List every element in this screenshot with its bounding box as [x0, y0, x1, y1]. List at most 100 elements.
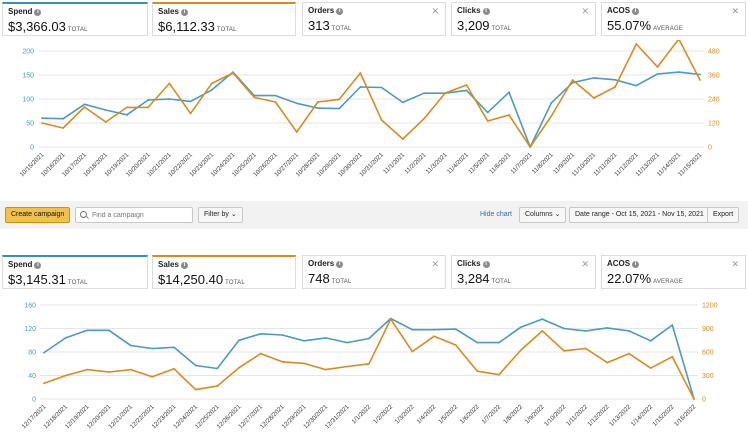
data-point-sales: [584, 347, 587, 350]
data-point-sales: [86, 368, 89, 371]
data-point-sales: [508, 114, 510, 116]
metric-card-acos[interactable]: ACOS i 22.07% AVERAGE ✕: [601, 255, 746, 289]
data-point-sales: [129, 368, 132, 371]
data-point-spend: [401, 101, 404, 104]
data-point-spend: [259, 332, 262, 335]
x-tick-label: 11/2/2021: [403, 151, 427, 175]
data-point-sales: [423, 117, 425, 120]
data-point-sales: [649, 367, 652, 369]
search-input[interactable]: [75, 207, 193, 223]
info-icon[interactable]: i: [482, 8, 490, 15]
data-point-spend: [43, 351, 45, 354]
metric-card-spend[interactable]: Spend i $3,145.31 TOTAL: [2, 255, 148, 289]
metric-card-clicks[interactable]: Clicks i 3,284 TOTAL ✕: [451, 255, 596, 289]
close-icon[interactable]: ✕: [731, 6, 739, 16]
metrics-row-top: Spend i $3,366.03 TOTAL Sales i $6,112.33 TO…: [0, 2, 748, 38]
data-point-sales: [151, 375, 154, 378]
data-point-sales: [693, 398, 695, 400]
close-icon[interactable]: ✕: [431, 6, 439, 16]
x-tick-label: 1/8/2022: [502, 403, 524, 425]
info-icon[interactable]: i: [482, 261, 490, 268]
data-point-spend: [541, 318, 544, 320]
info-icon[interactable]: i: [336, 261, 344, 268]
data-point-sales: [259, 352, 262, 355]
data-point-spend: [210, 89, 213, 91]
data-point-sales: [656, 66, 659, 68]
x-tick-label: 1/7/2022: [480, 403, 502, 425]
data-point-spend: [281, 334, 284, 336]
data-point-sales: [173, 367, 175, 370]
data-point-spend: [129, 344, 132, 347]
close-icon[interactable]: ✕: [731, 259, 739, 269]
chevron-down-icon: ⌄: [230, 211, 237, 218]
info-icon[interactable]: i: [180, 9, 188, 16]
metric-value: $3,145.31: [8, 272, 66, 287]
close-icon[interactable]: ✕: [581, 6, 589, 16]
y-right-tick-label: 360: [708, 73, 720, 80]
data-point-sales: [671, 355, 674, 358]
export-button[interactable]: Export: [707, 207, 740, 223]
data-point-spend: [649, 339, 652, 342]
close-icon[interactable]: ✕: [581, 259, 589, 269]
x-tick-label: 11/6/2021: [488, 151, 512, 175]
metric-card-orders[interactable]: Orders i 748 TOTAL ✕: [302, 255, 446, 289]
data-point-sales: [317, 101, 319, 103]
data-point-spend: [324, 337, 327, 339]
x-tick-label: 1/4/2022: [415, 403, 437, 425]
x-tick-label: 11/1/2021: [382, 151, 406, 175]
y-right-tick-label: 240: [708, 97, 720, 104]
y-left-tick-label: 200: [22, 49, 34, 56]
data-point-spend: [64, 337, 67, 339]
data-point-spend: [62, 117, 65, 120]
filter-by-button[interactable]: Filter by ⌄: [198, 207, 243, 223]
y-left-tick-label: 100: [22, 97, 34, 104]
metric-card-sales[interactable]: Sales i $14,250.40 TOTAL: [152, 255, 296, 289]
data-point-sales: [238, 366, 240, 369]
data-point-sales: [346, 365, 349, 368]
metric-value: $6,112.33: [158, 19, 215, 34]
metric-label: Spend: [8, 7, 33, 16]
close-icon[interactable]: ✕: [431, 259, 439, 269]
columns-button[interactable]: Columns ⌄: [519, 207, 567, 223]
data-point-sales: [281, 360, 284, 363]
x-tick-label: 11/4/2021: [446, 151, 470, 175]
data-point-sales: [303, 362, 305, 365]
series-line-spend: [41, 71, 701, 148]
x-tick-label: 1/5/2022: [437, 403, 459, 425]
data-point-sales: [476, 370, 479, 373]
data-point-sales: [83, 106, 86, 108]
metric-value: 313: [308, 18, 330, 33]
data-point-spend: [216, 367, 219, 370]
info-icon[interactable]: i: [34, 9, 42, 16]
data-point-spend: [359, 86, 362, 88]
info-icon[interactable]: i: [632, 8, 640, 15]
x-tick-label: 1/12/2022: [586, 403, 611, 428]
metric-card-acos[interactable]: ACOS i 55.07% AVERAGE ✕: [601, 2, 746, 36]
info-icon[interactable]: i: [34, 262, 42, 269]
metric-card-orders[interactable]: Orders i 313 TOTAL ✕: [302, 2, 446, 36]
metric-qualifier: TOTAL: [491, 26, 512, 32]
data-point-spend: [41, 117, 43, 120]
metric-card-sales[interactable]: Sales i $6,112.33 TOTAL: [152, 2, 296, 36]
metric-card-clicks[interactable]: Clicks i 3,209 TOTAL ✕: [451, 2, 596, 36]
data-point-spend: [168, 98, 171, 100]
hide-chart-link[interactable]: Hide chart: [480, 211, 512, 218]
info-icon[interactable]: i: [632, 261, 640, 268]
data-point-spend: [635, 84, 638, 87]
info-icon[interactable]: i: [180, 262, 188, 269]
data-point-spend: [346, 341, 349, 344]
data-point-sales: [216, 385, 219, 387]
filter-by-label: Filter by: [204, 211, 229, 218]
metric-value: 22.07%: [607, 271, 652, 286]
date-range-button[interactable]: Date range - Oct 15, 2021 - Nov 15, 2021: [569, 207, 710, 223]
data-point-sales: [104, 121, 107, 123]
data-point-sales: [189, 112, 192, 115]
metric-card-spend[interactable]: Spend i $3,366.03 TOTAL: [2, 2, 148, 36]
metric-qualifier: TOTAL: [67, 280, 88, 286]
data-point-sales: [43, 382, 45, 385]
y-left-tick-label: 160: [24, 303, 36, 310]
metric-label: Clicks: [457, 259, 481, 268]
create-campaign-button[interactable]: Create campaign: [5, 207, 71, 223]
info-icon[interactable]: i: [336, 8, 344, 15]
x-tick-label: 1/11/2022: [565, 403, 589, 427]
